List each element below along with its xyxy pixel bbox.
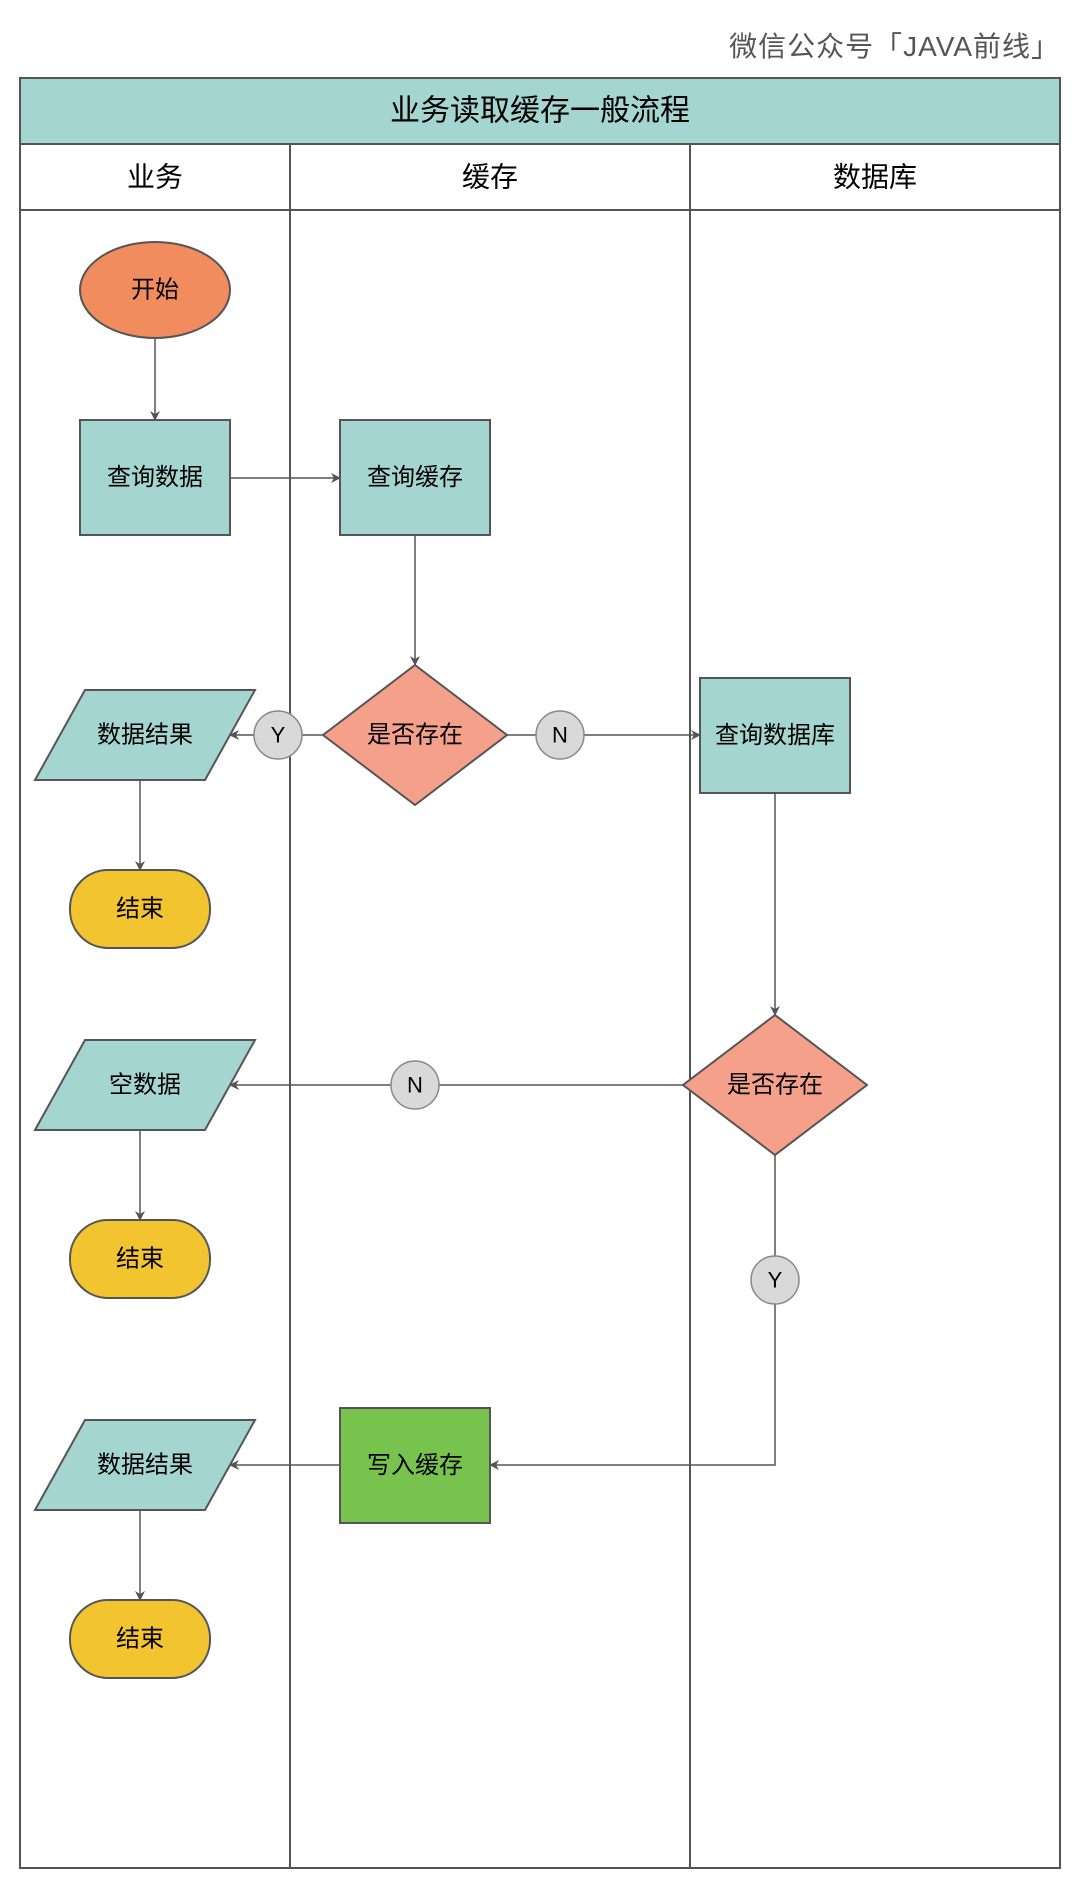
svg-text:查询缓存: 查询缓存 bbox=[367, 464, 463, 491]
svg-text:结束: 结束 bbox=[116, 1246, 164, 1273]
svg-text:数据结果: 数据结果 bbox=[97, 1452, 193, 1479]
svg-text:数据库: 数据库 bbox=[833, 162, 917, 193]
svg-text:空数据: 空数据 bbox=[109, 1072, 181, 1099]
svg-text:N: N bbox=[552, 723, 568, 748]
svg-text:Y: Y bbox=[768, 1268, 783, 1293]
svg-text:结束: 结束 bbox=[116, 896, 164, 923]
svg-text:结束: 结束 bbox=[116, 1626, 164, 1653]
svg-text:查询数据: 查询数据 bbox=[107, 464, 203, 491]
svg-text:N: N bbox=[407, 1073, 423, 1098]
svg-text:是否存在: 是否存在 bbox=[367, 722, 463, 749]
svg-text:业务读取缓存一般流程: 业务读取缓存一般流程 bbox=[390, 95, 690, 128]
page-root: 微信公众号「JAVA前线」 业务读取缓存一般流程业务缓存数据库YNNY开始查询数… bbox=[0, 0, 1080, 1880]
svg-text:缓存: 缓存 bbox=[462, 162, 518, 193]
svg-text:查询数据库: 查询数据库 bbox=[715, 722, 835, 749]
svg-text:写入缓存: 写入缓存 bbox=[367, 1452, 463, 1479]
flowchart-diagram: 业务读取缓存一般流程业务缓存数据库YNNY开始查询数据查询缓存是否存在数据结果结… bbox=[0, 0, 1080, 1880]
svg-text:Y: Y bbox=[271, 723, 286, 748]
svg-text:是否存在: 是否存在 bbox=[727, 1072, 823, 1099]
svg-text:业务: 业务 bbox=[127, 162, 183, 193]
svg-text:开始: 开始 bbox=[131, 277, 179, 304]
svg-text:数据结果: 数据结果 bbox=[97, 722, 193, 749]
watermark-text: 微信公众号「JAVA前线」 bbox=[729, 25, 1060, 65]
